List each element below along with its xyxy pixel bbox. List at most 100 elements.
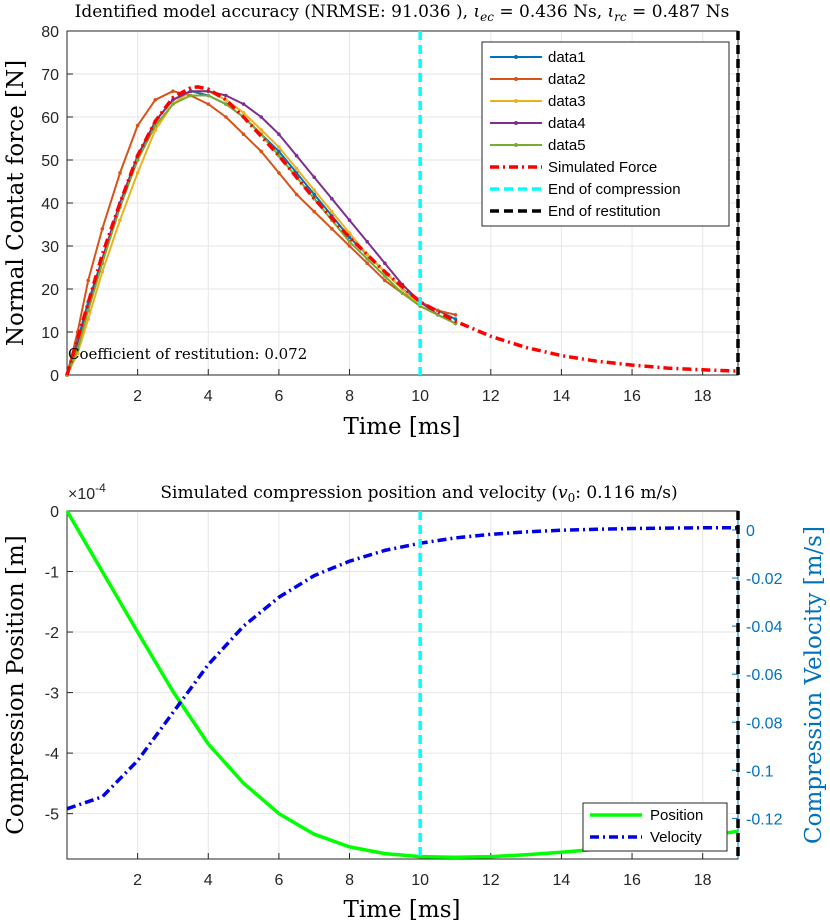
data1-point: [347, 235, 352, 240]
data2-point: [100, 227, 105, 231]
data2-point: [312, 209, 317, 214]
legend-item-data3: data3: [490, 93, 586, 110]
data3-point: [135, 171, 140, 175]
legend-item-velocity: Velocity: [590, 829, 702, 846]
legend-label-data3: data3: [548, 93, 586, 110]
data3-point: [118, 218, 122, 222]
compression-legend-box: [582, 802, 728, 852]
data4-line: [66, 90, 456, 376]
velocity-y-tick-label: -0.12: [746, 811, 783, 828]
data5-point: [224, 102, 228, 106]
data5-point: [383, 274, 387, 278]
legend-label-data5: data5: [548, 137, 586, 154]
data5-point: [277, 153, 281, 158]
legend-label-simulated-force: Simulated Force: [548, 159, 657, 176]
data5-point: [365, 257, 369, 261]
force-y-tick-label: 0: [50, 368, 59, 385]
position-y-tick-label: -1: [45, 565, 59, 582]
data4-point: [383, 261, 387, 266]
legend-label-data4: data4: [548, 115, 586, 132]
force-legend-box: [481, 41, 730, 227]
data5-point: [171, 102, 175, 106]
force-x-tick-label: 8: [345, 388, 354, 405]
force-y-tick-label: 60: [41, 110, 59, 127]
position-y-tick-label: 0: [50, 504, 59, 521]
data2-point: [365, 261, 369, 266]
data5-point: [206, 93, 211, 98]
data4-point: [312, 175, 317, 179]
force-x-tick-label: 16: [623, 388, 641, 405]
legend-label-end-of-restitution: End of restitution: [548, 203, 661, 220]
force-y-tick-label: 70: [41, 67, 59, 84]
compression-x-tick-label: 6: [274, 872, 283, 889]
compression-chart: 2 4 6 8 10 12 14 16 18 0 -1 -2 -3 -4 -5 0 -0.02 -0.04 -0.0…: [3, 481, 827, 923]
position-y-tick-label: -4: [45, 746, 59, 763]
data5-point: [75, 347, 80, 352]
legend-item-data1: data1: [490, 49, 586, 66]
force-chart: 2 4 6 8 10 12 14 16 18 0 10 20 30 40 50 60 70 80 Identifi…: [3, 2, 740, 440]
velocity-y-tick-label: -0.02: [746, 571, 783, 588]
legend-item-data2: data2: [490, 71, 586, 88]
data4-point: [294, 153, 299, 158]
position-axis-exponent: ×10-4: [68, 481, 106, 503]
force-chart-title: Identified model accuracy (NRMSE: 91.036…: [75, 2, 730, 24]
simulated-force-line: [65, 85, 739, 376]
legend-marker-data4: [514, 121, 518, 125]
data5-point: [135, 158, 140, 162]
position-axis-label: Compression Position [m]: [3, 535, 29, 834]
force-x-tick-label: 10: [411, 388, 429, 405]
force-y-tick-label: 10: [41, 325, 59, 342]
data4-point: [224, 93, 228, 98]
compression-x-tick-label: 8: [345, 872, 354, 889]
data2-point: [224, 115, 228, 119]
velocity-axis-label: Compression Velocity [m/s]: [801, 526, 827, 844]
force-y-tick-label: 40: [41, 196, 59, 213]
series-simulated-force: [65, 85, 739, 376]
data2-point: [347, 244, 352, 248]
data2-point: [330, 227, 334, 231]
force-chart-legend[interactable]: data1 data2 data3 data4 data5 Simulated Force…: [481, 41, 730, 227]
data3-point: [259, 128, 264, 132]
data2-line: [66, 90, 456, 376]
compression-chart-legend[interactable]: Position Velocity: [582, 802, 728, 852]
data5-point: [86, 308, 90, 313]
compression-x-tick-label: 14: [553, 872, 571, 889]
force-chart-series: [65, 31, 740, 377]
legend-item-end-of-restitution: End of restitution: [490, 203, 661, 220]
velocity-line: [66, 526, 738, 811]
data2-point: [294, 192, 299, 197]
position-y-tick-label: -3: [45, 686, 59, 703]
data3-point: [241, 110, 246, 115]
series-velocity: [66, 526, 738, 811]
legend-item-simulated-force: Simulated Force: [490, 159, 657, 176]
compression-chart-xlabel: Time [ms]: [344, 897, 461, 923]
data3-point: [277, 145, 281, 149]
compression-x-tick-label: 4: [204, 872, 213, 889]
compression-chart-ticks: 2 4 6 8 10 12 14 16 18 0 -1 -2 -3 -4 -5 0 -0.02 -0.04 -0.0…: [45, 504, 783, 889]
data2-point: [153, 98, 158, 102]
force-x-tick-label: 4: [204, 388, 213, 405]
data3-point: [330, 209, 334, 214]
legend-marker-data1: [514, 55, 518, 59]
data5-point: [400, 291, 405, 296]
compression-chart-title: Simulated compression position and veloc…: [160, 483, 677, 505]
data2-point: [383, 278, 387, 283]
legend-label-data2: data2: [548, 71, 586, 88]
data3-point: [294, 166, 299, 171]
data4-point: [347, 218, 352, 222]
data5-point: [347, 239, 352, 244]
legend-marker-data3: [514, 99, 518, 103]
data2-point: [118, 171, 122, 175]
compression-x-tick-label: 2: [133, 872, 142, 889]
data3-point: [100, 270, 105, 274]
force-chart-ylabel: Normal Contat force [N]: [3, 60, 29, 346]
data3-point: [312, 188, 317, 192]
data2-point: [171, 89, 175, 93]
position-y-tick-label: -5: [45, 807, 59, 824]
legend-marker-data2: [514, 77, 518, 81]
force-x-tick-label: 18: [694, 388, 712, 405]
force-y-tick-label: 30: [41, 239, 59, 256]
legend-label-data1: data1: [548, 49, 586, 66]
velocity-y-tick-label: 0: [746, 523, 755, 540]
